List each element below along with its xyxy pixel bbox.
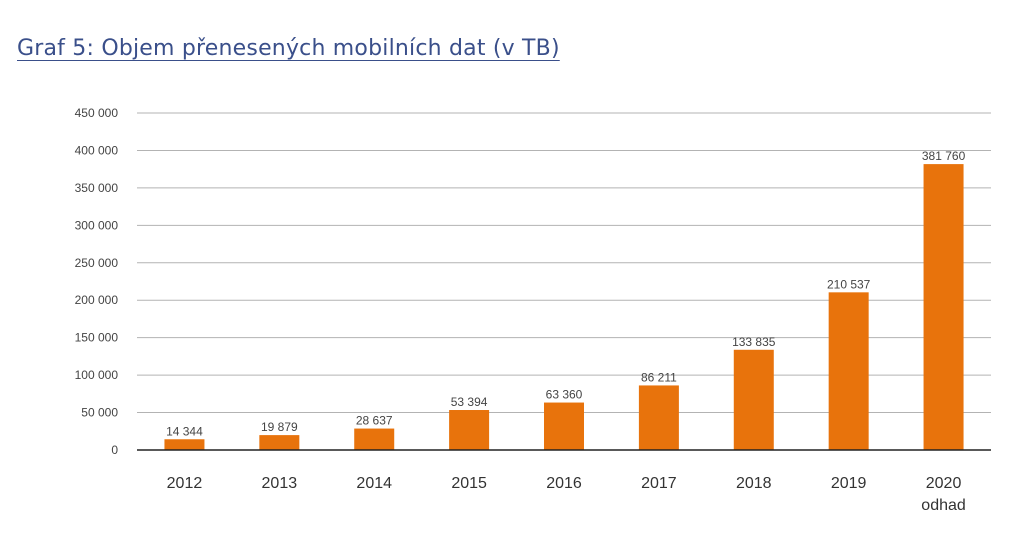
chart-title: Graf 5: Objem přenesených mobilních dat …	[17, 36, 560, 61]
bar	[638, 385, 679, 450]
x-tick-label: 2020	[926, 475, 962, 492]
bar	[733, 349, 774, 450]
y-tick-label: 200 000	[75, 293, 119, 307]
x-tick-label: 2018	[736, 475, 772, 492]
y-tick-label: 300 000	[75, 218, 119, 232]
data-label: 63 360	[546, 388, 583, 402]
x-tick-label: 2015	[451, 475, 487, 492]
bar	[259, 435, 300, 450]
x-tick-label: 2014	[356, 475, 392, 492]
y-tick-label: 0	[111, 443, 118, 457]
data-label: 53 394	[451, 395, 488, 409]
x-tick-sublabel: odhad	[921, 497, 966, 514]
data-label: 381 760	[922, 149, 966, 163]
y-tick-label: 250 000	[75, 256, 119, 270]
y-tick-label: 50 000	[81, 406, 118, 420]
y-tick-label: 350 000	[75, 181, 119, 195]
bar	[449, 410, 490, 450]
data-label: 14 344	[166, 424, 203, 438]
y-tick-label: 100 000	[75, 368, 119, 382]
bar	[164, 439, 205, 450]
x-tick-label: 2016	[546, 475, 582, 492]
x-tick-label: 2013	[262, 475, 298, 492]
data-label: 86 211	[641, 370, 677, 384]
bar	[923, 164, 964, 450]
data-label: 210 537	[827, 277, 871, 291]
data-label: 28 637	[356, 414, 393, 428]
y-tick-label: 450 000	[75, 106, 119, 120]
y-tick-label: 150 000	[75, 331, 119, 345]
x-tick-label: 2019	[831, 475, 867, 492]
data-label: 133 835	[732, 335, 776, 349]
data-label: 19 879	[261, 420, 298, 434]
bar	[828, 292, 869, 450]
bar	[544, 402, 584, 450]
y-tick-label: 400 000	[75, 143, 119, 157]
x-tick-label: 2012	[167, 475, 203, 492]
bar	[354, 428, 395, 450]
x-tick-label: 2017	[641, 475, 677, 492]
